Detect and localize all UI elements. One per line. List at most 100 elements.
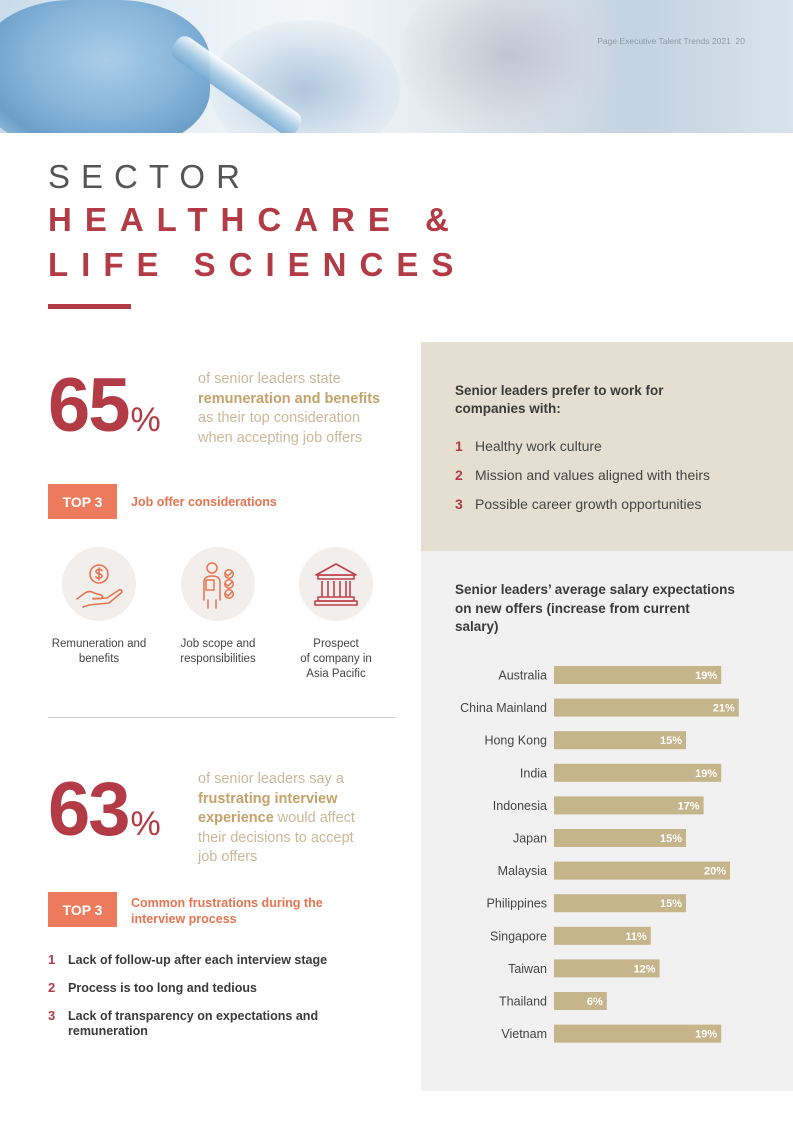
category-label: Australia: [498, 669, 547, 683]
category-label: Vietnam: [501, 1027, 547, 1041]
data-label: 15%: [660, 735, 682, 747]
stat2-line1: of senior leaders say a: [198, 771, 344, 787]
bar: [554, 829, 686, 847]
preferences-panel: [421, 342, 793, 551]
chart-title-line1: Senior leaders’ average salary expectati…: [455, 582, 735, 597]
bar: [554, 763, 722, 782]
money-hand-icon: [62, 547, 136, 621]
list-item-text-line1: Lack of transparency on expectations and: [68, 1009, 319, 1023]
consideration-3-line1: Prospect: [313, 638, 359, 650]
category-label: Philippines: [487, 897, 547, 911]
data-label: 15%: [660, 898, 682, 910]
preference-text: Mission and values aligned with theirs: [475, 467, 711, 483]
preferences-title-line1: Senior leaders prefer to work for: [455, 383, 664, 398]
consideration-label-2: Job scope and responsibilities: [158, 637, 278, 667]
hero-image: Page Executive Talent Trends 2021 20: [0, 0, 793, 133]
bar: [554, 861, 730, 880]
category-label: Japan: [513, 832, 547, 846]
data-label: 17%: [678, 800, 700, 812]
category-label: Indonesia: [493, 799, 547, 813]
bar: [554, 894, 686, 913]
list-item-text: Lack of follow-up after each interview s…: [68, 953, 328, 967]
preference-number: 2: [455, 467, 463, 483]
frustrations-list: 1 Lack of follow-up after each interview…: [48, 952, 378, 1038]
data-label: 19%: [695, 1029, 717, 1041]
page-header: Page Executive Talent Trends 2021 20: [597, 36, 745, 46]
stat2-text: of senior leaders say a frustrating inte…: [198, 770, 355, 868]
category-label: China Mainland: [460, 701, 547, 715]
chart-title-line3: salary): [455, 619, 499, 634]
stat2-number: 63%: [48, 772, 161, 848]
consideration-label-1: Remuneration and benefits: [39, 637, 159, 667]
section-title-line2: LIFE SCIENCES: [48, 246, 467, 283]
chart-title: Senior leaders’ average salary expectati…: [455, 581, 765, 637]
stat1-unit: %: [130, 401, 161, 439]
stat1-line4: when accepting job offers: [198, 429, 363, 446]
bar: [554, 698, 739, 717]
stat1-line1: of senior leaders state: [198, 371, 341, 387]
bank-building-icon: [299, 547, 373, 621]
list-item-number: 2: [48, 980, 56, 995]
stat2-line3-rest: would affect: [273, 810, 355, 826]
bar: [554, 796, 704, 815]
preference-number: 3: [455, 496, 463, 512]
list-item: 2 Process is too long and tedious: [48, 980, 378, 996]
stat1-number: 65%: [48, 368, 161, 444]
top3-frustrations-caption: Common frustrations during the interview…: [131, 895, 323, 927]
frustrations-caption-line1: Common frustrations during the: [131, 896, 323, 910]
list-item-text-line2: remuneration: [68, 1023, 148, 1038]
data-label: 12%: [634, 963, 656, 975]
category-label: India: [520, 766, 547, 780]
frustrations-caption-line2: interview process: [131, 912, 237, 926]
consideration-1-line2: benefits: [78, 653, 120, 665]
hero-image-glove: [0, 0, 210, 133]
stat2-line4: their decisions to accept: [198, 829, 354, 846]
top3-frustrations-badge: TOP 3: [48, 892, 117, 927]
top3-caption: Job offer considerations: [131, 495, 277, 509]
stat2-unit: %: [130, 805, 161, 843]
stat2-line5: job offers: [198, 849, 258, 865]
salary-bar-chart: Australia 19% China Mainland 21% Hong Kong 15…: [460, 666, 739, 1043]
preference-item-3: 3 Possible career growth opportunities: [455, 496, 701, 512]
section-title-line1: HEALTHCARE &: [48, 201, 462, 238]
data-label: 6%: [587, 996, 603, 1008]
category-label: Thailand: [499, 995, 547, 1009]
preferences-title: Senior leaders prefer to work for compan…: [455, 382, 664, 418]
preference-text: Possible career growth opportunities: [475, 496, 702, 512]
stat1-bold: remuneration and benefits: [198, 390, 381, 407]
data-label: 21%: [713, 703, 735, 715]
data-label: 15%: [660, 833, 682, 845]
list-item-text: Process is too long and tedious: [68, 981, 257, 995]
bar: [554, 926, 651, 945]
section-divider: [48, 717, 396, 718]
hero-image-face: [400, 0, 620, 133]
list-item-text: Lack of transparency on expectations and…: [68, 1009, 318, 1038]
stat2-bold1: frustrating interview: [198, 790, 338, 807]
list-item-number: 1: [48, 952, 56, 967]
category-label: Taiwan: [508, 962, 547, 976]
preference-text: Healthy work culture: [475, 438, 602, 454]
stat1-line3: as their top consideration: [198, 410, 361, 426]
salary-chart-panel: [421, 551, 793, 1091]
consideration-label-3: Prospect of company in Asia Pacific: [276, 637, 396, 682]
list-item: 1 Lack of follow-up after each interview…: [48, 952, 378, 968]
consideration-1-line1: Remuneration and: [51, 638, 147, 650]
stat1-text: of senior leaders state remuneration and…: [198, 370, 380, 448]
consideration-2-line1: Job scope and: [180, 638, 256, 650]
page-number: 20: [735, 36, 745, 46]
preference-number: 1: [455, 438, 463, 454]
chart-title-line2: on new offers (increase from current: [455, 600, 690, 616]
data-label: 19%: [695, 768, 717, 780]
consideration-3-line3: Asia Pacific: [306, 668, 366, 680]
stat2-value: 63: [48, 767, 131, 852]
category-label: Hong Kong: [484, 734, 547, 748]
preferences-title-line2: companies with:: [455, 401, 561, 416]
consideration-2-line2: responsibilities: [180, 653, 256, 665]
category-label: Malaysia: [498, 864, 547, 878]
bar: [554, 959, 660, 978]
preference-item-2: 2 Mission and values aligned with theirs: [455, 467, 710, 483]
list-item: 3 Lack of transparency on expectations a…: [48, 1008, 378, 1038]
stat1-value: 65: [48, 363, 131, 448]
bar: [554, 992, 607, 1010]
header-title: Page Executive Talent Trends 2021: [597, 36, 731, 46]
